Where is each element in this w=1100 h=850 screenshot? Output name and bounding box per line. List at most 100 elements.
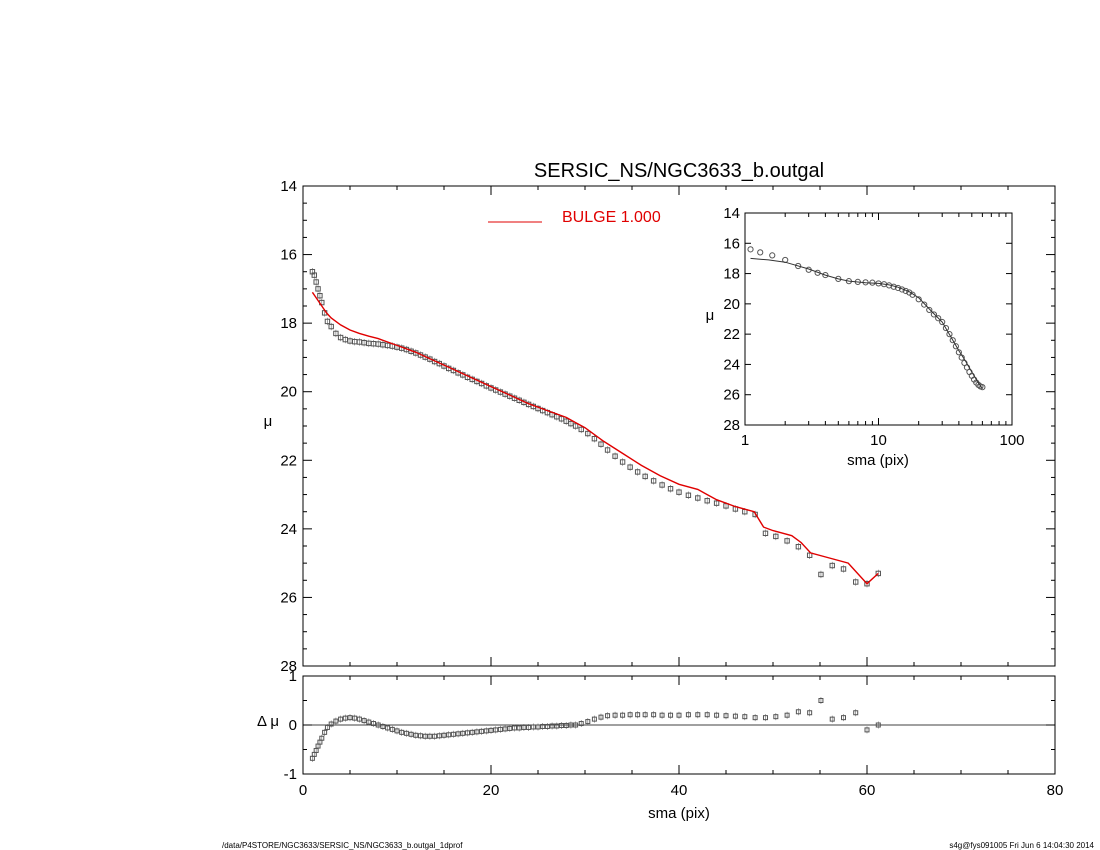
main-data-point <box>773 533 779 540</box>
residual-data-point <box>642 712 648 718</box>
residual-data-point <box>399 729 405 735</box>
main-data-point <box>315 286 321 292</box>
inset-y-tick-label-1: 16 <box>723 235 740 252</box>
residual-data-point <box>540 723 546 729</box>
inset-data-point <box>769 252 776 259</box>
main-panel: SERSIC_NS/NGC3633_b.outgal 14 16 18 20 22 24 2… <box>264 160 1056 675</box>
residual-data-point <box>493 727 499 733</box>
inset-panel: 14 16 18 20 22 24 26 28 1 10 100 sma (pix) μ <box>706 205 1025 469</box>
residual-data-point <box>469 729 475 735</box>
residual-data-point <box>455 731 461 737</box>
main-data-point <box>840 566 847 572</box>
residual-y-tick-label-0: 1 <box>289 668 297 685</box>
chart-title: SERSIC_NS/NGC3633_b.outgal <box>534 160 824 182</box>
main-y-axis: 14 16 18 20 22 24 26 28 <box>280 178 1055 675</box>
residual-data-point <box>620 712 626 718</box>
inset-x-tick-label-1: 10 <box>870 432 887 449</box>
residual-data-point <box>526 724 532 730</box>
inset-data-point <box>747 246 754 253</box>
bulge-model-line <box>311 291 879 585</box>
main-data-point <box>604 447 611 453</box>
residual-data-point <box>704 712 710 718</box>
main-data-point <box>864 581 870 587</box>
residual-data-point <box>516 725 522 731</box>
residual-data-point <box>535 724 541 730</box>
residual-data-points <box>309 697 881 762</box>
inset-data-point <box>915 296 922 303</box>
inset-data-point <box>942 324 950 332</box>
main-data-point <box>667 486 674 492</box>
inset-data-point <box>939 318 946 326</box>
inset-data-point <box>946 331 953 338</box>
residual-data-point <box>530 724 536 730</box>
main-data-point <box>642 473 648 480</box>
residual-data-point <box>605 713 611 719</box>
main-y-tick-label-4: 22 <box>280 452 297 469</box>
residual-data-point <box>627 712 633 718</box>
inset-data-point <box>930 311 937 318</box>
main-y-tick-label-7: 28 <box>280 658 297 675</box>
inset-y-axis: 14 16 18 20 22 24 26 28 <box>723 205 1012 434</box>
residual-data-point <box>347 715 353 721</box>
residual-data-point <box>841 715 846 721</box>
residual-data-point <box>853 710 859 716</box>
main-data-point <box>762 530 769 537</box>
residual-data-point <box>394 728 400 734</box>
residual-data-point <box>356 716 362 722</box>
residual-data-point <box>413 732 419 738</box>
residual-data-point <box>752 715 758 721</box>
x-axis-label: sma (pix) <box>648 805 710 822</box>
main-y-tick-label-5: 24 <box>280 521 297 538</box>
residual-data-point <box>338 716 344 722</box>
inset-y-tick-label-4: 22 <box>723 326 740 343</box>
residual-data-point <box>659 712 665 718</box>
inset-y-tick-label-7: 28 <box>723 417 740 434</box>
residual-data-point <box>488 727 494 733</box>
residual-data-point <box>328 721 334 727</box>
main-data-point <box>324 318 331 325</box>
residual-data-point <box>714 712 720 718</box>
main-data-point <box>311 272 317 278</box>
residual-data-point <box>521 724 527 730</box>
inset-data-point <box>822 271 829 279</box>
main-data-point <box>695 495 701 501</box>
residual-data-point <box>732 713 738 719</box>
residual-data-point <box>450 731 456 737</box>
residual-data-point <box>578 721 584 727</box>
main-data-point <box>829 562 835 569</box>
main-x-axis <box>302 186 1056 666</box>
residual-data-point <box>795 709 801 715</box>
residual-data-point <box>474 729 480 735</box>
residual-data-point <box>829 716 835 722</box>
residual-data-point <box>773 714 779 720</box>
inset-data-point <box>955 349 962 356</box>
main-data-point <box>634 469 641 475</box>
residual-x-tick-label-1: 20 <box>483 782 500 799</box>
inset-x-tick-label-0: 1 <box>741 432 749 449</box>
residual-data-point <box>742 714 748 720</box>
residual-data-point <box>479 728 485 734</box>
residual-x-tick-label-3: 60 <box>859 782 876 799</box>
main-y-tick-label-2: 18 <box>280 315 297 332</box>
main-y-tick-label-0: 14 <box>280 178 297 195</box>
legend-label-bulge: BULGE 1.000 <box>562 209 661 226</box>
inset-x-tick-label-2: 100 <box>999 432 1024 449</box>
residual-data-point <box>612 712 618 718</box>
inset-y-tick-label-0: 14 <box>723 205 740 222</box>
residual-data-point <box>408 731 414 737</box>
residual-data-point <box>762 715 768 721</box>
inset-data-point <box>757 249 764 256</box>
residual-data-point <box>502 726 508 732</box>
inset-data-point <box>949 337 956 344</box>
residual-y-axis: 1 0 -1 <box>284 668 1055 783</box>
residual-data-point <box>324 724 330 730</box>
inset-plot-frame <box>744 212 1013 426</box>
main-data-point <box>598 441 604 447</box>
main-data-point <box>713 500 720 506</box>
residual-panel: 10-1 0 20 40 60 80 Δ μ sma (pix) <box>257 668 1063 822</box>
inset-y-tick-label-5: 24 <box>723 356 740 373</box>
main-data-point <box>676 489 682 495</box>
main-data-point <box>317 293 323 299</box>
residual-data-point <box>598 714 604 720</box>
residual-data-point <box>319 735 325 741</box>
